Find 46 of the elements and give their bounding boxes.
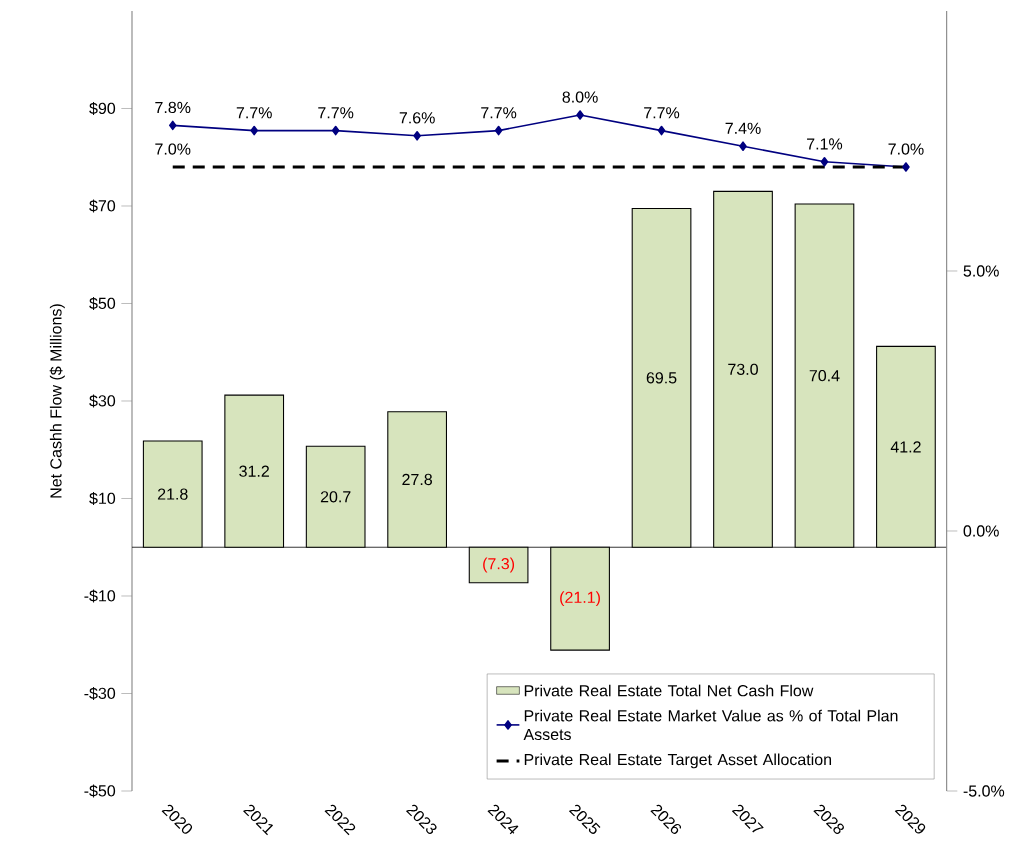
data-label: 7.6% xyxy=(399,112,435,124)
point xyxy=(820,156,829,167)
point xyxy=(250,125,258,136)
data-label: (21.1) xyxy=(560,591,600,607)
y-tick-label: -$30 xyxy=(84,687,116,700)
point xyxy=(902,162,910,172)
data-label: 7.7% xyxy=(644,107,680,119)
y-tick-label: $90 xyxy=(89,102,116,115)
data-label: 7.7% xyxy=(318,107,354,119)
data-label: 27.8 xyxy=(402,473,432,486)
y-axis-title: Net Cashh Flow ($ Millions) xyxy=(49,304,65,498)
data-label: 7.0% xyxy=(888,143,924,155)
point xyxy=(739,141,747,151)
legend-label: Private Real Estate Target Asset Allocation xyxy=(524,753,832,769)
data-label: 70.4 xyxy=(809,369,840,382)
data-label: 7.4% xyxy=(725,122,761,134)
y2-tick-label: -5.0% xyxy=(963,785,1005,797)
data-label: (7.3) xyxy=(483,557,515,573)
legend-label: Private Real Estate Market Value as % of Total Plan Assets xyxy=(523,709,898,741)
y-tick-label: $30 xyxy=(89,394,116,408)
data-label: 31.2 xyxy=(239,465,269,477)
data-label: 7.8% xyxy=(155,101,191,114)
data-label: 8.0% xyxy=(562,91,598,103)
data-label: 69.5 xyxy=(646,372,677,384)
y-tick-label: -$50 xyxy=(84,784,116,798)
point xyxy=(331,125,340,136)
y2-tick-label: 5.0% xyxy=(963,265,999,277)
point xyxy=(168,120,177,131)
annotation: 7.0% xyxy=(155,143,191,155)
y-tick-label: $70 xyxy=(89,199,116,213)
data-label: 7.1% xyxy=(807,138,843,150)
data-label: 7.7% xyxy=(481,107,517,119)
point xyxy=(657,125,666,136)
legend-label: Private Real Estate Total Net Cash Flow xyxy=(524,684,814,697)
data-label: 20.7 xyxy=(320,491,351,503)
y-tick-label: $10 xyxy=(89,492,116,505)
data-label: 7.7% xyxy=(236,107,272,119)
y-tick-label: $50 xyxy=(89,297,116,310)
point xyxy=(576,110,584,120)
data-label: 41.2 xyxy=(890,441,921,453)
point xyxy=(494,125,503,136)
data-label: 21.8 xyxy=(157,488,188,500)
data-label: 73.0 xyxy=(728,363,758,375)
y2-tick-label: 0.0% xyxy=(963,525,999,537)
point xyxy=(413,130,421,141)
y-tick-label: -$10 xyxy=(84,589,116,603)
